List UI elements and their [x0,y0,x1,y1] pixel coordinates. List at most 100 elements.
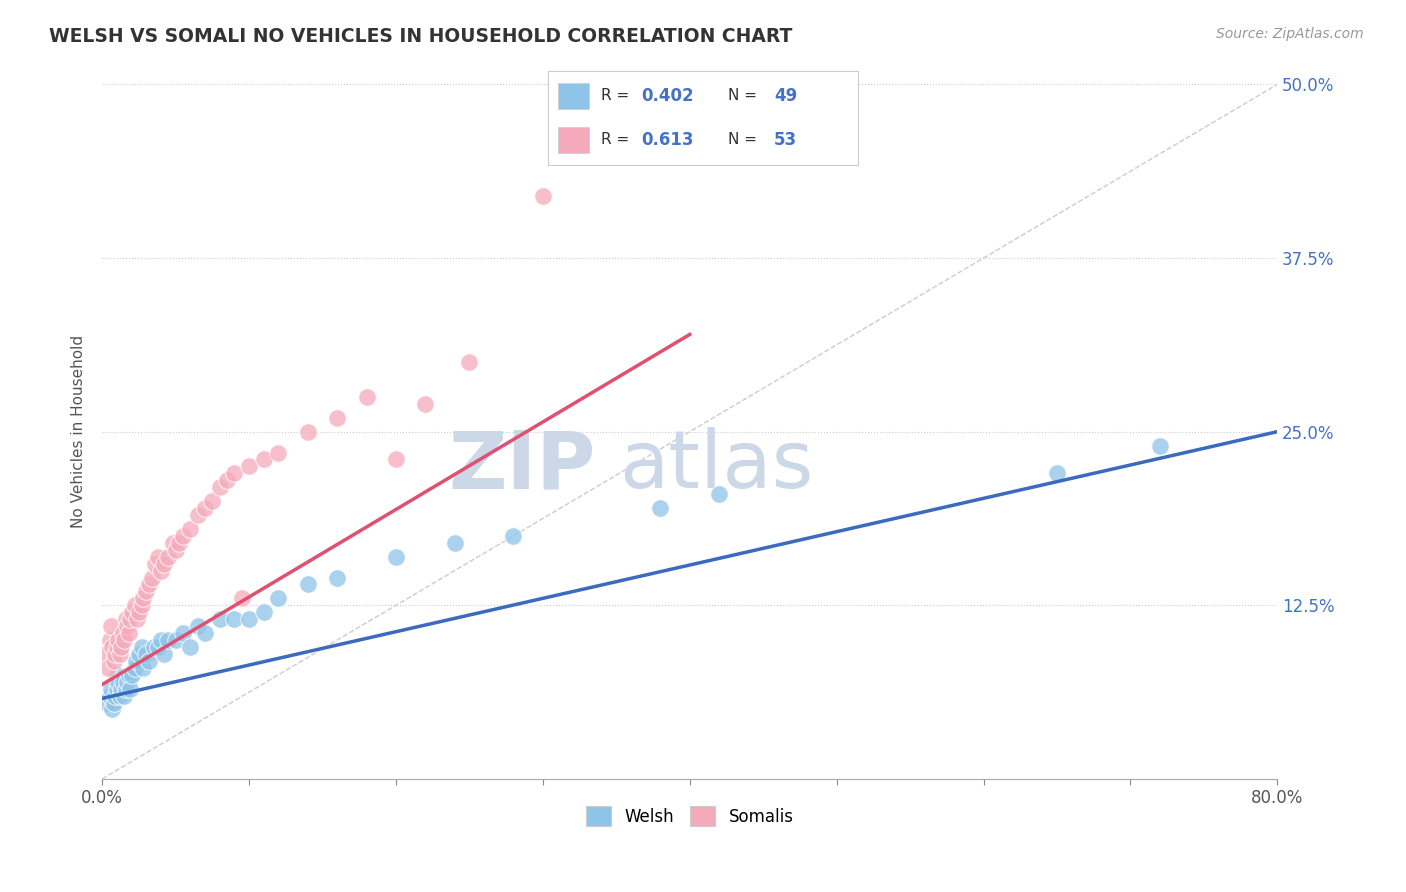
Point [111,674,134,689]
Point [157,549,180,564]
Point [115,619,138,633]
Point [118,626,141,640]
Point [111,626,134,640]
Text: 0.613: 0.613 [641,131,693,149]
Point [114,681,136,696]
Point [143,557,166,571]
Point [1046,467,1069,481]
Point [110,640,132,654]
Point [172,626,194,640]
Point [121,605,143,619]
Point [105,681,128,696]
Point [157,633,180,648]
Point [297,425,319,439]
Point [128,605,150,619]
Point [149,564,172,578]
Point [98,689,121,703]
Point [120,612,142,626]
Point [267,445,290,459]
Point [104,647,127,661]
Point [443,536,465,550]
Legend: Welsh, Somalis: Welsh, Somalis [579,799,800,833]
Point [415,397,437,411]
Point [100,681,122,696]
Point [127,612,149,626]
Point [179,522,201,536]
Text: WELSH VS SOMALI NO VEHICLES IN HOUSEHOLD CORRELATION CHART: WELSH VS SOMALI NO VEHICLES IN HOUSEHOLD… [49,27,793,45]
Point [385,549,408,564]
Point [194,626,217,640]
Point [138,577,160,591]
Point [124,599,146,613]
Point [112,689,135,703]
Text: ZIP: ZIP [449,427,596,506]
Point [238,612,260,626]
Point [142,640,165,654]
Text: atlas: atlas [619,427,814,506]
Point [187,619,209,633]
Point [326,570,349,584]
Point [356,390,378,404]
Point [224,467,246,481]
Point [100,619,122,633]
Point [167,536,190,550]
Point [115,674,138,689]
Point [502,529,524,543]
Point [131,640,153,654]
Point [146,549,169,564]
Point [103,696,125,710]
Point [215,473,238,487]
Text: 53: 53 [775,131,797,149]
Point [208,612,231,626]
Point [153,647,176,661]
Point [118,667,141,681]
Point [267,591,290,606]
Point [138,654,160,668]
Point [1149,439,1171,453]
Point [201,494,224,508]
Point [179,640,201,654]
Point [107,633,129,648]
Point [297,577,319,591]
Text: R =: R = [600,88,628,103]
Point [253,452,276,467]
Point [172,529,194,543]
Point [326,410,349,425]
Point [132,591,155,606]
Point [114,612,136,626]
Point [141,570,163,584]
Point [121,667,143,681]
Y-axis label: No Vehicles in Household: No Vehicles in Household [72,335,86,528]
Point [97,661,120,675]
Point [108,647,131,661]
Point [707,487,730,501]
Point [98,633,121,648]
Point [135,584,157,599]
Text: Source: ZipAtlas.com: Source: ZipAtlas.com [1216,27,1364,41]
Point [112,633,135,648]
Point [238,459,260,474]
Point [104,689,127,703]
Point [105,640,128,654]
Point [124,661,146,675]
Text: 0.402: 0.402 [641,87,693,104]
Point [103,654,125,668]
Text: N =: N = [728,132,756,147]
Point [208,480,231,494]
Bar [558,127,589,153]
Point [110,681,132,696]
Point [125,654,148,668]
Point [132,661,155,675]
Point [187,508,209,522]
Point [253,605,276,619]
Point [131,599,153,613]
Text: R =: R = [600,132,628,147]
Point [94,647,117,661]
Point [146,640,169,654]
Point [149,633,172,648]
Point [231,591,253,606]
Point [650,501,672,516]
Point [135,647,157,661]
Point [128,647,150,661]
Point [162,536,184,550]
